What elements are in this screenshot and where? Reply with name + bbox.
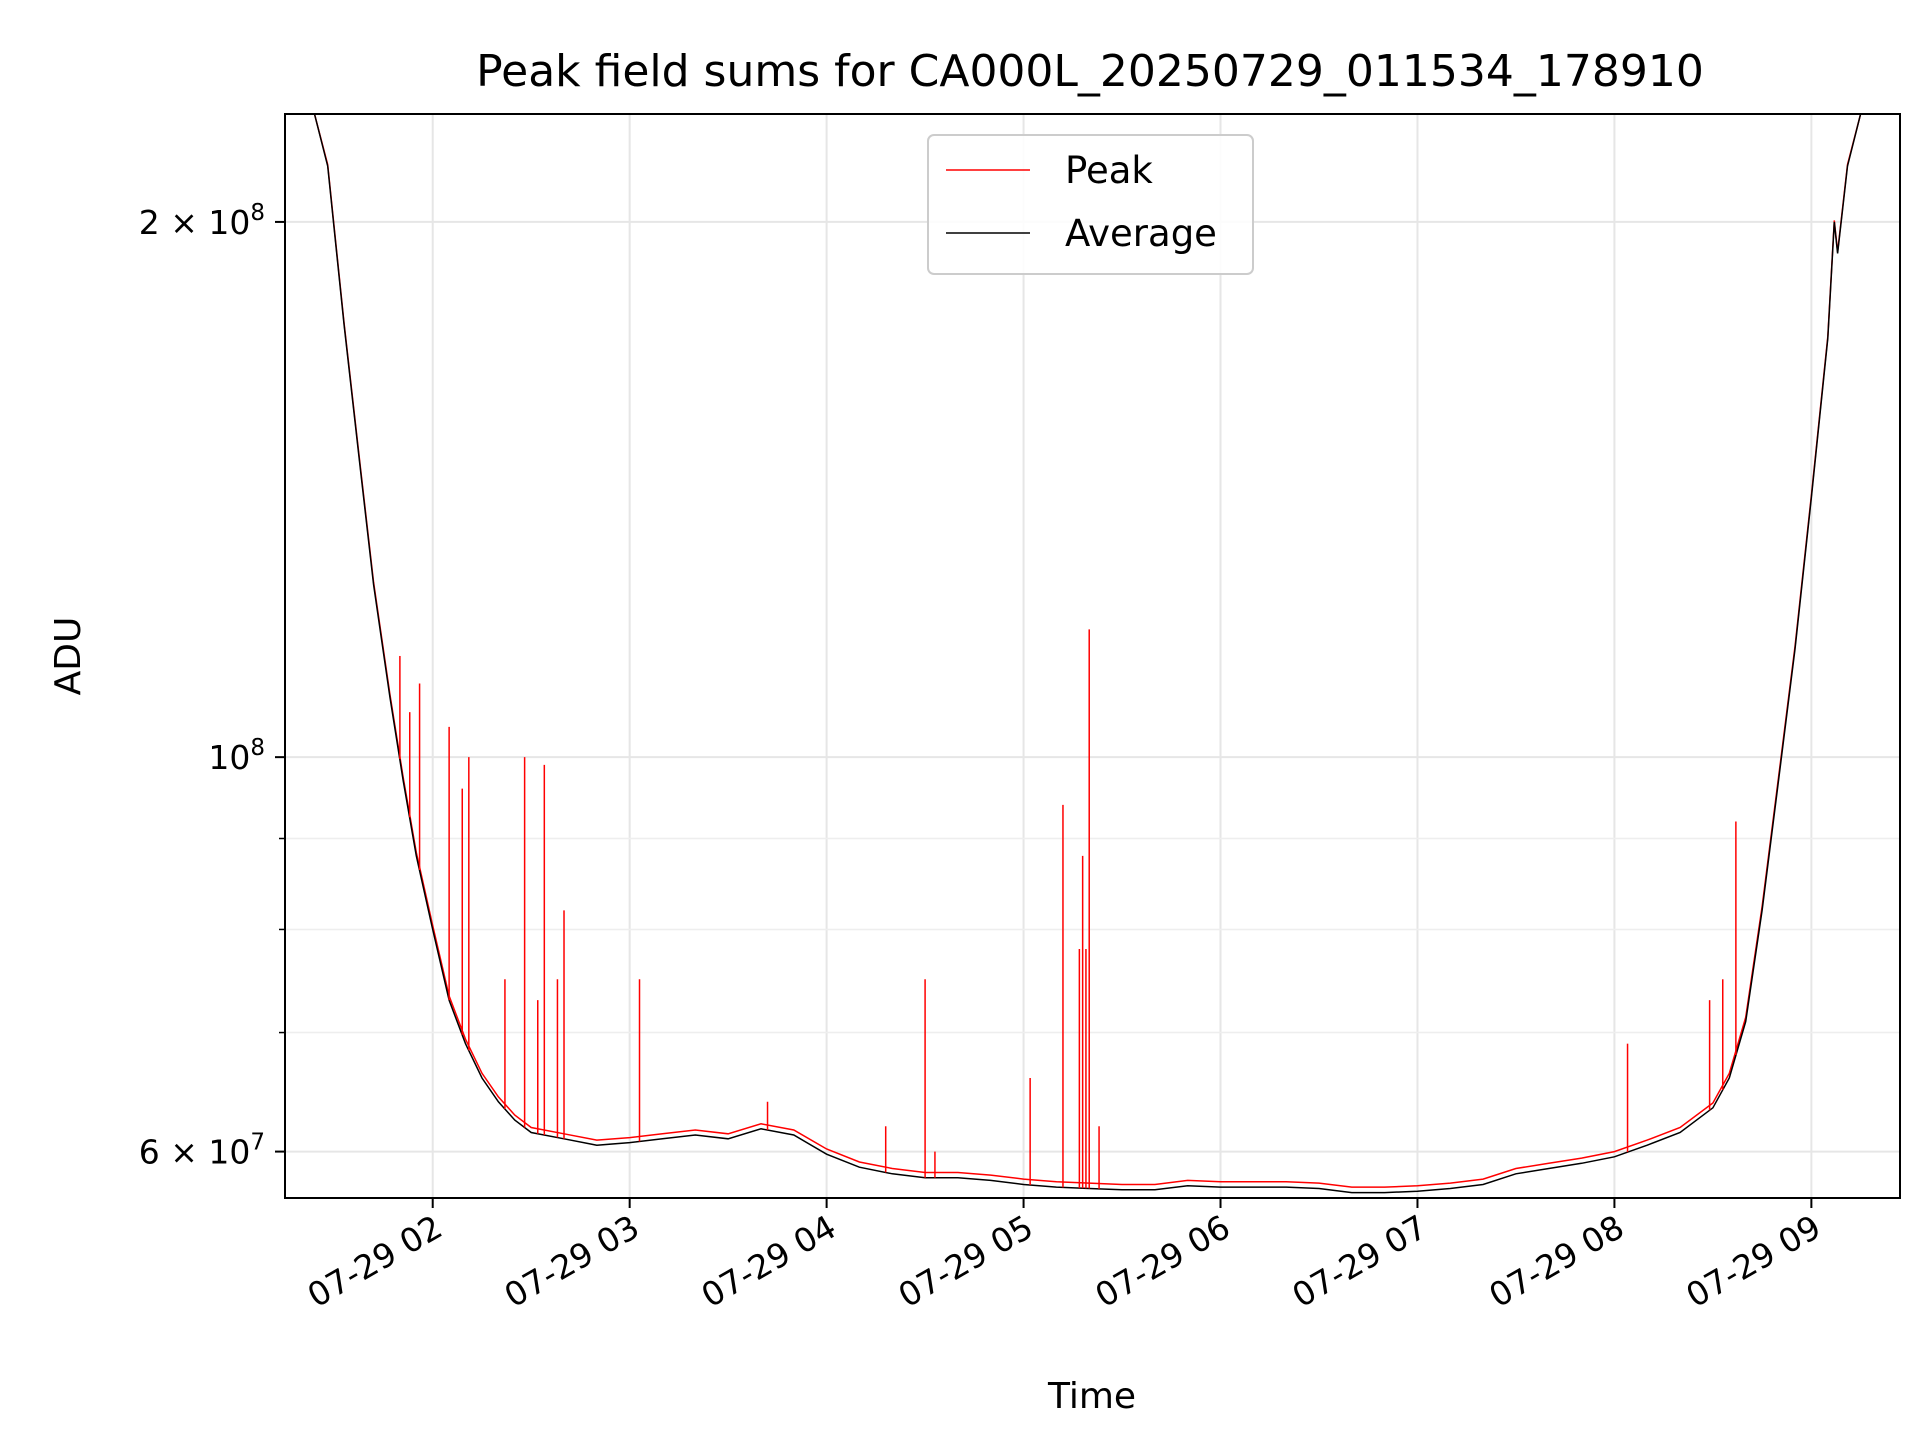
legend-label-average: Average xyxy=(1065,212,1217,255)
y-tick-label-exponent: 7 xyxy=(250,1130,265,1156)
y-tick-label-base: 10 xyxy=(208,738,250,777)
y-tick-label-exponent: 8 xyxy=(250,200,265,226)
y-tick-label-exponent: 8 xyxy=(250,735,265,761)
y-tick-label-base: 2 × 10 xyxy=(139,203,251,242)
average-series-line xyxy=(285,113,1900,1194)
peak-series-line xyxy=(285,113,1900,1188)
legend: Peak Average xyxy=(927,134,1254,275)
plot-frame xyxy=(284,113,1901,1199)
y-tick-label: 2 × 108 xyxy=(139,200,265,242)
x-axis-title: Time xyxy=(1047,1376,1136,1417)
y-axis-title: ADU xyxy=(48,617,89,696)
y-tick-label: 108 xyxy=(208,735,265,777)
y-tick-label: 6 × 107 xyxy=(139,1130,265,1172)
y-tick-label-base: 6 × 10 xyxy=(139,1133,251,1172)
legend-label-peak: Peak xyxy=(1065,149,1153,192)
chart-title: Peak field sums for CA000L_20250729_0115… xyxy=(476,46,1704,97)
series-layer xyxy=(285,113,1900,1194)
